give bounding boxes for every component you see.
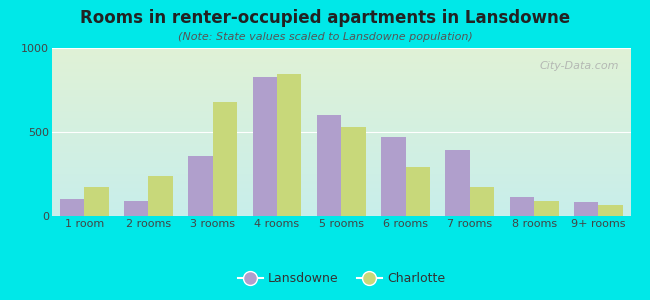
Text: (Note: State values scaled to Lansdowne population): (Note: State values scaled to Lansdowne …	[177, 32, 473, 41]
Bar	[574, 202, 599, 216]
Text: City-Data.com: City-Data.com	[540, 61, 619, 71]
Text: Rooms in renter-occupied apartments in Lansdowne: Rooms in renter-occupied apartments in L…	[80, 9, 570, 27]
Bar	[188, 155, 213, 216]
Bar	[253, 76, 277, 216]
Bar	[599, 205, 623, 216]
Bar	[534, 201, 558, 216]
Bar	[510, 197, 534, 216]
Bar	[60, 199, 84, 216]
Bar	[84, 187, 109, 216]
Bar	[148, 176, 173, 216]
Bar	[213, 102, 237, 216]
Bar	[406, 167, 430, 216]
Bar	[341, 127, 366, 216]
Bar	[124, 201, 148, 216]
Legend: Lansdowne, Charlotte: Lansdowne, Charlotte	[233, 267, 450, 290]
Bar	[470, 187, 494, 216]
Bar	[317, 115, 341, 216]
Bar	[445, 151, 470, 216]
Bar	[381, 137, 406, 216]
Bar	[277, 74, 302, 216]
